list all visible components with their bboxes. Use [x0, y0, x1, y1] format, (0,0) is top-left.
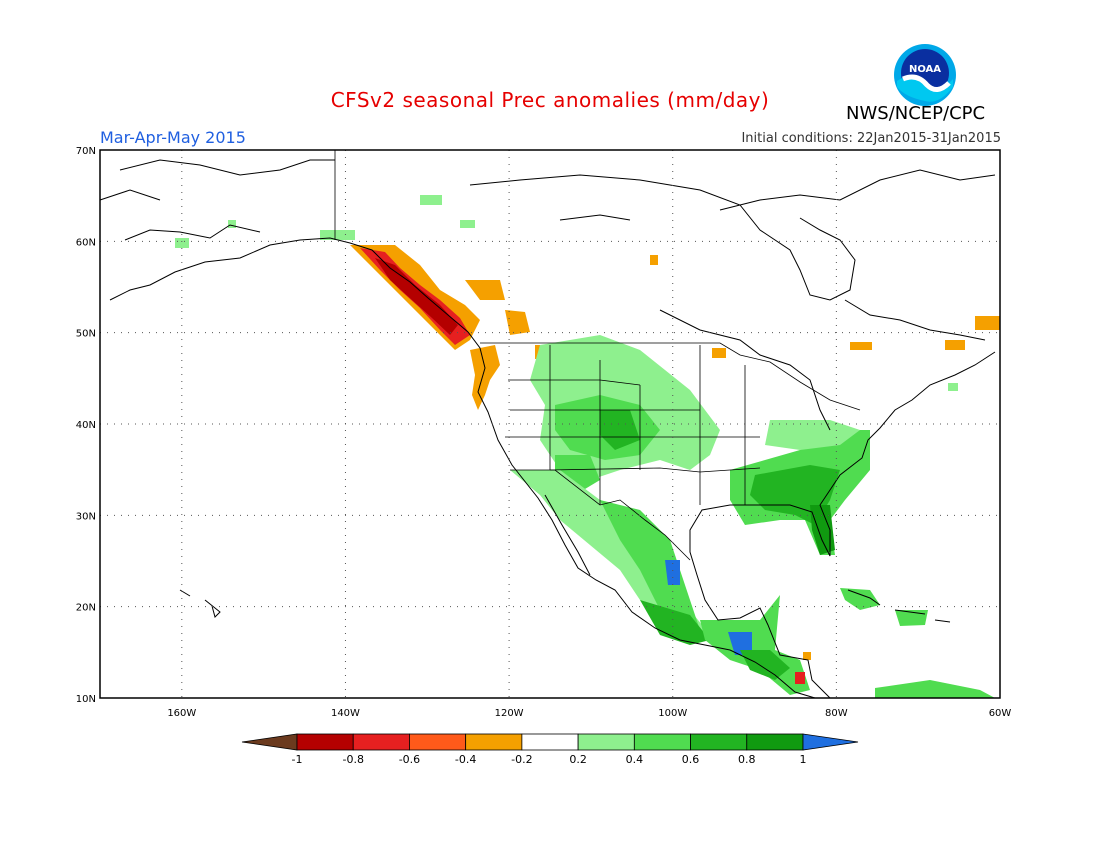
colorbar-label: -0.8 [342, 753, 363, 766]
latitude-label: 10N [76, 694, 96, 705]
colorbar-upper-triangle [802, 733, 859, 751]
agency-label: NWS/NCEP/CPC [846, 103, 986, 124]
longitude-label: 100W [658, 708, 687, 719]
colorbar-label: -0.4 [455, 753, 476, 766]
longitude-labels: 160W 140W 120W 100W 80W 60W [167, 708, 1011, 719]
colorbar-lower-triangle [241, 733, 298, 751]
latitude-label: 70N [76, 146, 96, 157]
colorbar-box [577, 733, 635, 751]
colorbar-label: 0.4 [626, 753, 644, 766]
latitude-labels: 70N 60N 50N 40N 30N 20N 10N [76, 146, 96, 705]
latitude-label: 60N [76, 237, 96, 248]
colorbar-box [521, 733, 579, 751]
anomaly-shading [175, 195, 1000, 698]
colorbar-box [409, 733, 467, 751]
colorbar-label: -1 [292, 753, 303, 766]
longitude-label: 160W [167, 708, 196, 719]
colorbar-label: 1 [800, 753, 807, 766]
longitude-label: 140W [331, 708, 360, 719]
colorbar-label: 0.2 [569, 753, 587, 766]
colorbar: -1 -0.8 -0.6 -0.4 -0.2 0.2 0.4 0.6 0.8 1 [241, 733, 859, 766]
noaa-logo-text: NOAA [909, 64, 941, 75]
latitude-label: 30N [76, 511, 96, 522]
colorbar-box [690, 733, 748, 751]
latitude-label: 50N [76, 329, 96, 340]
season-label: Mar-Apr-May 2015 [100, 128, 246, 147]
colorbar-label: -0.2 [511, 753, 532, 766]
political-borders [334, 150, 861, 561]
noaa-logo: NOAA [893, 43, 957, 107]
colorbar-label: 0.6 [682, 753, 700, 766]
colorbar-box [465, 733, 523, 751]
colorbar-box [746, 733, 804, 751]
longitude-label: 80W [825, 708, 848, 719]
latitude-label: 40N [76, 420, 96, 431]
colorbar-box [633, 733, 691, 751]
map-frame [99, 149, 1001, 699]
longitude-label: 60W [989, 708, 1012, 719]
longitude-label: 120W [495, 708, 524, 719]
colorbar-box [296, 733, 354, 751]
colorbar-label: 0.8 [738, 753, 756, 766]
colorbar-label: -0.6 [399, 753, 420, 766]
map-title: CFSv2 seasonal Prec anomalies (mm/day) [330, 88, 770, 112]
colorbar-box [352, 733, 410, 751]
latitude-label: 20N [76, 603, 96, 614]
initial-conditions-label: Initial conditions: 22Jan2015-31Jan2015 [741, 131, 1001, 146]
